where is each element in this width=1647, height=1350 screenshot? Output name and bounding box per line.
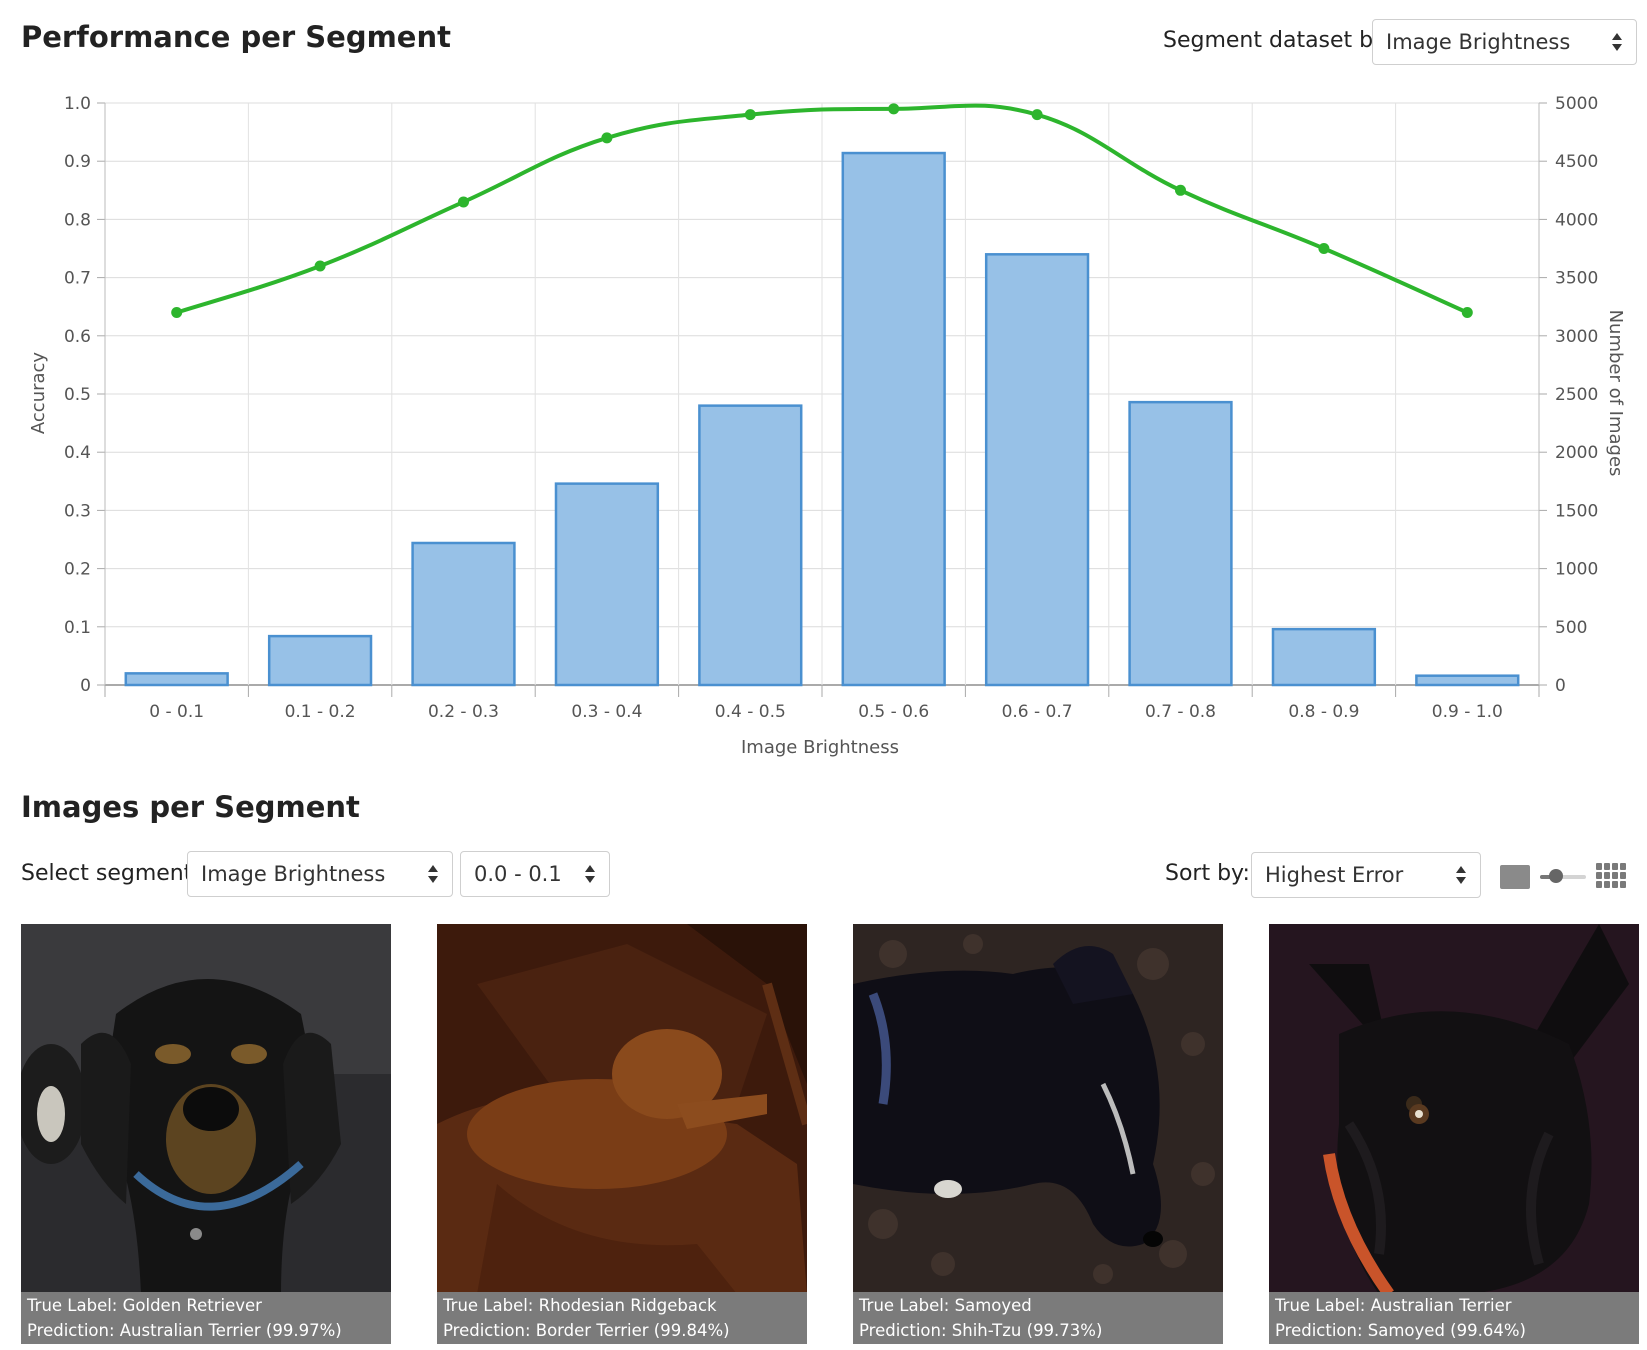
image-card[interactable]: True Label: Australian Terrier Predictio… xyxy=(1269,924,1639,1344)
y-axis-left-title: Accuracy xyxy=(28,352,49,435)
range-select-value: 0.0 - 0.1 xyxy=(474,862,562,886)
true-label: True Label: Australian Terrier xyxy=(1275,1296,1512,1315)
y-left-tick-label: 0.9 xyxy=(64,152,91,172)
bar[interactable] xyxy=(124,672,229,687)
bar[interactable] xyxy=(554,482,660,687)
large-tile-icon[interactable] xyxy=(1500,865,1530,889)
true-label: True Label: Golden Retriever xyxy=(27,1296,262,1315)
select-caret-icon xyxy=(428,864,438,884)
bar[interactable] xyxy=(984,253,1090,687)
y-right-tick-label: 3500 xyxy=(1555,269,1598,289)
x-tick-label: 0.4 - 0.5 xyxy=(715,702,786,722)
y-left-tick-label: 0.3 xyxy=(64,501,91,521)
bar[interactable] xyxy=(267,634,373,687)
sort-select-value: Highest Error xyxy=(1265,863,1404,887)
bar[interactable] xyxy=(1415,674,1520,687)
y-axis-right-title: Number of Images xyxy=(1605,310,1626,477)
segment-select[interactable]: Image Brightness xyxy=(187,851,453,897)
x-tick-label: 0 - 0.1 xyxy=(149,702,204,722)
sort-select[interactable]: Highest Error xyxy=(1251,852,1481,898)
accuracy-point[interactable] xyxy=(458,196,469,208)
x-axis-title: Image Brightness xyxy=(741,737,899,758)
x-tick-label: 0.3 - 0.4 xyxy=(571,702,642,722)
grid-size-slider-fill xyxy=(1540,875,1556,879)
y-right-tick-label: 0 xyxy=(1555,676,1566,696)
bar[interactable] xyxy=(698,404,803,687)
y-left-tick-label: 0.1 xyxy=(64,618,91,638)
y-left-tick-label: 0.8 xyxy=(64,210,91,230)
prediction-label: Prediction: Samoyed (99.64%) xyxy=(1275,1321,1526,1340)
segment-select-value: Image Brightness xyxy=(201,862,386,886)
x-tick-label: 0.7 - 0.8 xyxy=(1145,702,1216,722)
grid-size-slider[interactable] xyxy=(1540,875,1586,879)
true-label: True Label: Rhodesian Ridgeback xyxy=(443,1296,717,1315)
x-tick-label: 0.9 - 1.0 xyxy=(1432,702,1503,722)
image-caption: True Label: Golden Retriever Prediction:… xyxy=(21,1292,391,1344)
y-right-tick-label: 3000 xyxy=(1555,327,1598,347)
select-caret-icon xyxy=(1456,865,1466,885)
y-right-tick-label: 2500 xyxy=(1555,385,1598,405)
y-right-tick-label: 5000 xyxy=(1555,94,1598,114)
image-caption: True Label: Samoyed Prediction: Shih-Tzu… xyxy=(853,1292,1223,1344)
x-tick-label: 0.1 - 0.2 xyxy=(285,702,356,722)
accuracy-point[interactable] xyxy=(744,109,756,121)
bar[interactable] xyxy=(841,151,946,687)
accuracy-point[interactable] xyxy=(314,260,326,272)
y-left-tick-label: 0.5 xyxy=(64,385,91,405)
images-title: Images per Segment xyxy=(21,790,360,824)
y-right-tick-label: 1500 xyxy=(1555,501,1598,521)
dog-photo xyxy=(437,924,807,1294)
performance-title: Performance per Segment xyxy=(21,20,451,54)
accuracy-point[interactable] xyxy=(1318,243,1330,254)
image-card[interactable]: True Label: Rhodesian Ridgeback Predicti… xyxy=(437,924,807,1344)
sort-by-label: Sort by: xyxy=(1165,861,1250,886)
image-card[interactable]: True Label: Golden Retriever Prediction:… xyxy=(21,924,391,1344)
y-right-tick-label: 4500 xyxy=(1555,152,1598,172)
dog-photo xyxy=(1269,924,1639,1294)
segment-dataset-label: Segment dataset by: xyxy=(1163,28,1392,53)
image-caption: True Label: Rhodesian Ridgeback Predicti… xyxy=(437,1292,807,1344)
y-right-tick-label: 500 xyxy=(1555,618,1587,638)
accuracy-point[interactable] xyxy=(171,307,183,319)
accuracy-point[interactable] xyxy=(1461,307,1473,319)
performance-chart: 0 0.1 0.2 0.3 0.4 0.5 0.6 0.7 0.8 0.9 1.0 0 500 1000 1… xyxy=(28,94,1626,758)
dog-photo xyxy=(21,924,391,1294)
x-tick-label: 0.2 - 0.3 xyxy=(428,702,499,722)
y-left-tick-label: 0 xyxy=(80,676,91,696)
image-card[interactable]: True Label: Samoyed Prediction: Shih-Tzu… xyxy=(853,924,1223,1344)
y-right-tick-label: 2000 xyxy=(1555,443,1598,463)
select-segment-label: Select segment: xyxy=(21,861,200,886)
x-tick-label: 0.8 - 0.9 xyxy=(1288,702,1359,722)
y-left-tick-label: 0.4 xyxy=(64,443,91,463)
y-left-tick-label: 0.2 xyxy=(64,560,91,580)
segment-dataset-value: Image Brightness xyxy=(1386,30,1571,54)
prediction-label: Prediction: Border Terrier (99.84%) xyxy=(443,1321,730,1340)
accuracy-point[interactable] xyxy=(1175,184,1186,196)
true-label: True Label: Samoyed xyxy=(859,1296,1032,1315)
range-select[interactable]: 0.0 - 0.1 xyxy=(460,851,610,897)
image-caption: True Label: Australian Terrier Predictio… xyxy=(1269,1292,1639,1344)
x-tick-label: 0.5 - 0.6 xyxy=(858,702,929,722)
x-tick-label: 0.6 - 0.7 xyxy=(1002,702,1073,722)
prediction-label: Prediction: Shih-Tzu (99.73%) xyxy=(859,1321,1103,1340)
bar[interactable] xyxy=(411,541,516,687)
bar[interactable] xyxy=(1271,627,1377,687)
accuracy-point[interactable] xyxy=(601,132,613,144)
bar[interactable] xyxy=(1128,400,1233,687)
accuracy-point[interactable] xyxy=(888,103,900,115)
y-left-tick-label: 0.6 xyxy=(64,327,91,347)
accuracy-point[interactable] xyxy=(1031,109,1043,121)
grid-size-slider-handle[interactable] xyxy=(1549,869,1563,883)
accuracy-line xyxy=(176,103,1469,315)
dog-photo xyxy=(853,924,1223,1294)
y-right-tick-label: 4000 xyxy=(1555,210,1598,230)
y-left-tick-label: 0.7 xyxy=(64,269,91,289)
select-caret-icon xyxy=(1612,32,1622,52)
select-caret-icon xyxy=(585,864,595,884)
y-left-tick-label: 1.0 xyxy=(64,94,91,114)
y-right-tick-label: 1000 xyxy=(1555,560,1598,580)
small-grid-icon[interactable] xyxy=(1596,863,1626,889)
segment-dataset-select[interactable]: Image Brightness xyxy=(1372,19,1637,65)
prediction-label: Prediction: Australian Terrier (99.97%) xyxy=(27,1321,342,1340)
